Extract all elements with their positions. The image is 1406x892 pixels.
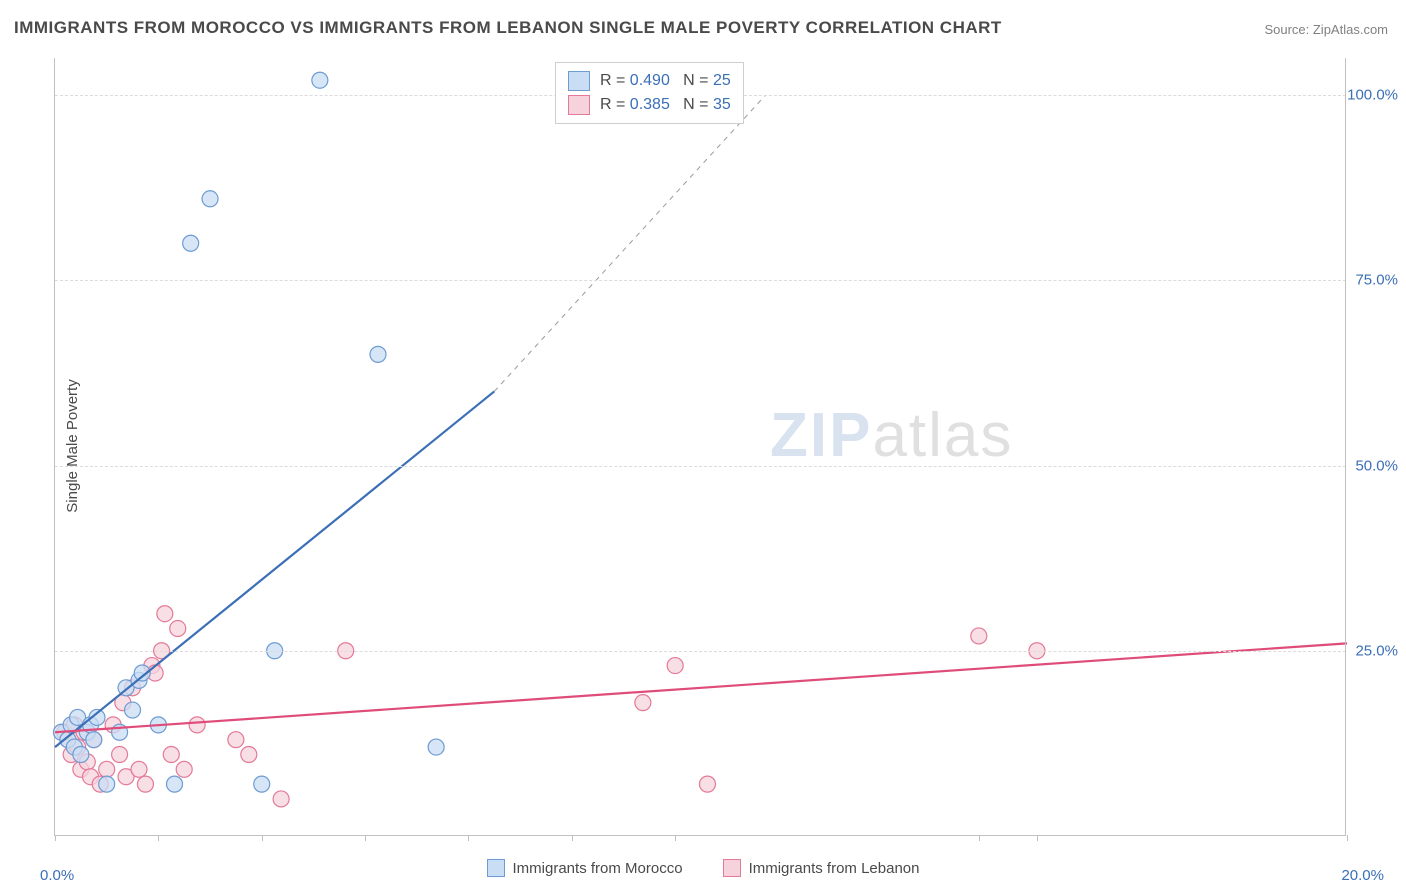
scatter-point-morocco [254,776,270,792]
scatter-point-lebanon [667,658,683,674]
scatter-point-lebanon [228,732,244,748]
legend-item-morocco: Immigrants from Morocco [487,859,683,877]
x-tick-mark [158,835,159,841]
x-tick-mark [468,835,469,841]
stats-swatch-lebanon [568,95,590,115]
plot-area: 25.0%50.0%75.0%100.0% [54,58,1346,836]
gridline [55,280,1346,281]
plot-right-border [1345,58,1346,836]
y-tick-label: 75.0% [1355,272,1398,289]
trend-line-morocco [55,391,494,747]
stats-text-morocco: R = 0.490 N = 25 [600,72,731,90]
y-tick-label: 100.0% [1347,87,1398,104]
source-label: Source: ZipAtlas.com [1264,22,1388,37]
legend-label-lebanon: Immigrants from Lebanon [749,860,920,877]
scatter-point-lebanon [112,746,128,762]
scatter-point-lebanon [241,746,257,762]
stats-legend-box: R = 0.490 N = 25 R = 0.385 N = 35 [555,62,744,124]
scatter-point-morocco [428,739,444,755]
scatter-point-lebanon [699,776,715,792]
y-tick-label: 50.0% [1355,457,1398,474]
scatter-point-lebanon [157,606,173,622]
y-tick-label: 25.0% [1355,642,1398,659]
chart-title: IMMIGRANTS FROM MOROCCO VS IMMIGRANTS FR… [14,18,1002,38]
x-tick-mark [979,835,980,841]
scatter-point-lebanon [176,761,192,777]
x-tick-mark [262,835,263,841]
x-tick-mark [365,835,366,841]
scatter-point-lebanon [189,717,205,733]
legend-item-lebanon: Immigrants from Lebanon [723,859,920,877]
scatter-point-morocco [167,776,183,792]
x-tick-mark [55,835,56,841]
legend-swatch-lebanon [723,859,741,877]
bottom-legend: Immigrants from Morocco Immigrants from L… [0,859,1406,882]
scatter-point-morocco [73,746,89,762]
legend-label-morocco: Immigrants from Morocco [513,860,683,877]
stats-text-lebanon: R = 0.385 N = 35 [600,96,731,114]
gridline [55,466,1346,467]
scatter-point-lebanon [971,628,987,644]
scatter-svg [55,58,1346,835]
scatter-point-lebanon [99,761,115,777]
scatter-point-lebanon [137,776,153,792]
scatter-point-morocco [183,235,199,251]
scatter-point-lebanon [635,695,651,711]
scatter-point-morocco [202,191,218,207]
scatter-point-lebanon [170,621,186,637]
stats-row-morocco: R = 0.490 N = 25 [568,69,731,93]
scatter-point-lebanon [131,761,147,777]
trend-line-lebanon [55,643,1347,732]
scatter-point-morocco [125,702,141,718]
scatter-point-morocco [99,776,115,792]
x-tick-mark [1037,835,1038,841]
scatter-point-morocco [86,732,102,748]
x-tick-mark [675,835,676,841]
gridline [55,651,1346,652]
scatter-point-lebanon [273,791,289,807]
scatter-point-morocco [370,346,386,362]
x-tick-mark [1347,835,1348,841]
trend-extrapolation-morocco [494,95,765,391]
x-tick-mark [572,835,573,841]
scatter-point-lebanon [163,746,179,762]
stats-row-lebanon: R = 0.385 N = 35 [568,93,731,117]
stats-swatch-morocco [568,71,590,91]
scatter-point-morocco [312,72,328,88]
legend-swatch-morocco [487,859,505,877]
